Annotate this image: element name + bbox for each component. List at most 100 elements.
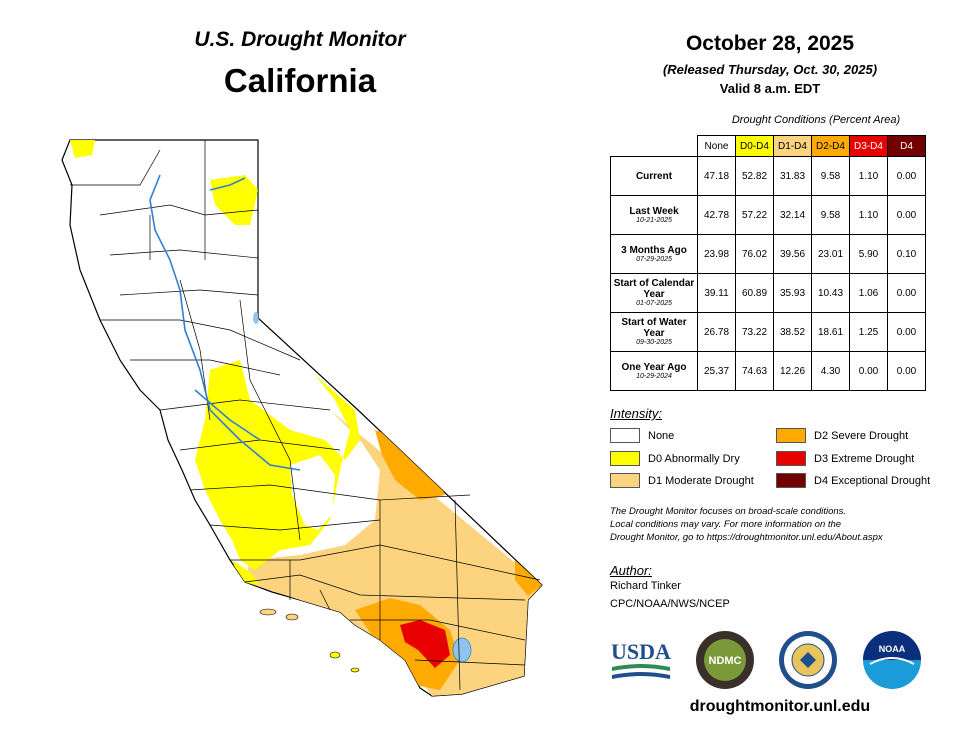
row-date: 07-29-2025 (636, 255, 672, 263)
table-cell: 39.56 (773, 234, 812, 274)
row-label: Current (635, 170, 673, 182)
table-row: Current 47.18 52.82 31.83 9.58 1.10 0.00 (610, 156, 926, 196)
table-cell: 10.43 (811, 273, 850, 313)
table-cell: 4.30 (811, 351, 850, 391)
row-date: 10-29-2024 (636, 372, 672, 380)
column-header: D1-D4 (773, 135, 812, 157)
column-header: D2-D4 (811, 135, 850, 157)
table-cell: 42.78 (697, 195, 736, 235)
legend-item: D3 Extreme Drought (776, 451, 914, 466)
legend-label: D4 Exceptional Drought (814, 474, 931, 487)
row-label: One Year Ago (621, 361, 687, 373)
author-org: CPC/NOAA/NWS/NCEP (610, 598, 730, 610)
table-cell: 74.63 (735, 351, 774, 391)
table-cell: 39.11 (697, 273, 736, 313)
row-header: Last Week 10-21-2025 (610, 195, 698, 235)
legend-item: D1 Moderate Drought (610, 473, 754, 488)
table-row: 3 Months Ago 07-29-2025 23.98 76.02 39.56… (610, 234, 926, 274)
map-title: U.S. Drought Monitor (194, 28, 406, 51)
table-cell: 25.37 (697, 351, 736, 391)
table-cell: 52.82 (735, 156, 774, 196)
state-name: California (223, 62, 377, 99)
valid-time: Valid 8 a.m. EDT (719, 81, 821, 96)
d1-region (245, 410, 542, 696)
none-region (290, 455, 335, 530)
legend-item: None (610, 428, 674, 443)
table-cell: 35.93 (773, 273, 812, 313)
author-name: Richard Tinker (610, 580, 681, 592)
table-cell: 73.22 (735, 312, 774, 352)
row-label: Last Week (629, 205, 679, 217)
row-header: Start of Calendar Year 01-07-2025 (610, 273, 698, 313)
table-row: One Year Ago 10-29-2024 25.37 74.63 12.26… (610, 351, 926, 391)
column-header: None (697, 135, 736, 157)
table-row: Start of Calendar Year 01-07-2025 39.11 6… (610, 273, 926, 313)
drought-conditions-table: None D0-D4 D1-D4 D2-D4 D3-D4 D4 Current … (610, 135, 926, 391)
legend-label: D1 Moderate Drought (648, 474, 754, 487)
table-cell: 38.52 (773, 312, 812, 352)
table-cell: 60.89 (735, 273, 774, 313)
d2-region-owens (375, 430, 445, 500)
table-cell: 1.10 (849, 156, 888, 196)
legend-swatch (776, 428, 806, 443)
note-line: Drought Monitor, go to https://droughtmo… (610, 532, 883, 543)
legend-label: D0 Abnormally Dry (648, 452, 740, 465)
table-cell: 47.18 (697, 156, 736, 196)
table-cell: 0.10 (887, 234, 926, 274)
disclaimer-note: The Drought Monitor focuses on broad-sca… (610, 505, 945, 544)
legend-item: D2 Severe Drought (776, 428, 908, 443)
note-line: Local conditions may vary. For more info… (610, 519, 842, 530)
column-header: D3-D4 (849, 135, 888, 157)
row-header: One Year Ago 10-29-2024 (610, 351, 698, 391)
release-date: (Released Thursday, Oct. 30, 2025) (662, 62, 878, 77)
row-header: 3 Months Ago 07-29-2025 (610, 234, 698, 274)
site-url[interactable]: droughtmonitor.unl.edu (689, 698, 871, 715)
row-date: 10-21-2025 (636, 216, 672, 224)
d0-north-corner (70, 140, 95, 158)
row-date: 01-07-2025 (636, 300, 672, 307)
legend-swatch (776, 473, 806, 488)
row-label: Start of Water Year (621, 317, 687, 339)
lake-tahoe (253, 312, 259, 324)
column-header: D0-D4 (735, 135, 774, 157)
table-cell: 9.58 (811, 195, 850, 235)
commerce-seal-logo (779, 631, 837, 689)
table-row: Start of Water Year 09-30-2025 26.78 73.2… (610, 312, 926, 352)
table-cell: 1.25 (849, 312, 888, 352)
column-header: D4 (887, 135, 926, 157)
usda-logo: USDA (611, 639, 671, 679)
legend-swatch (776, 451, 806, 466)
table-row: Last Week 10-21-2025 42.78 57.22 32.14 9.… (610, 195, 926, 235)
table-cell: 0.00 (887, 195, 926, 235)
table-cell: 1.06 (849, 273, 888, 313)
table-cell: 0.00 (887, 351, 926, 391)
table-cell: 0.00 (887, 273, 926, 313)
table-cell: 1.10 (849, 195, 888, 235)
legend-swatch (610, 451, 640, 466)
table-cell: 23.01 (811, 234, 850, 274)
california-drought-map (61, 139, 543, 697)
row-header: Current (610, 156, 698, 196)
table-header-row: None D0-D4 D1-D4 D2-D4 D3-D4 D4 (611, 135, 926, 157)
row-header: Start of Water Year 09-30-2025 (610, 312, 698, 352)
noaa-logo: NOAA (863, 631, 921, 689)
legend-swatch (610, 428, 640, 443)
salton-sea (452, 637, 472, 663)
noaa-text: NOAA (879, 644, 906, 654)
legend-label: D3 Extreme Drought (814, 452, 915, 465)
legend-label: None (648, 429, 675, 442)
table-cell: 0.00 (887, 156, 926, 196)
table-cell: 5.90 (849, 234, 888, 274)
row-date: 09-30-2025 (636, 339, 672, 346)
usda-text: USDA (611, 639, 671, 664)
author-title: Author: (610, 563, 652, 578)
d2-region-east (515, 560, 542, 596)
table-cell: 18.61 (811, 312, 850, 352)
table-cell: 12.26 (773, 351, 812, 391)
table-caption: Drought Conditions (Percent Area) (731, 114, 901, 126)
note-line: The Drought Monitor focuses on broad-sca… (610, 506, 847, 517)
rivers (149, 174, 301, 471)
row-label: Start of Calendar Year (613, 278, 695, 300)
row-label: 3 Months Ago (621, 244, 687, 256)
table-cell: 32.14 (773, 195, 812, 235)
